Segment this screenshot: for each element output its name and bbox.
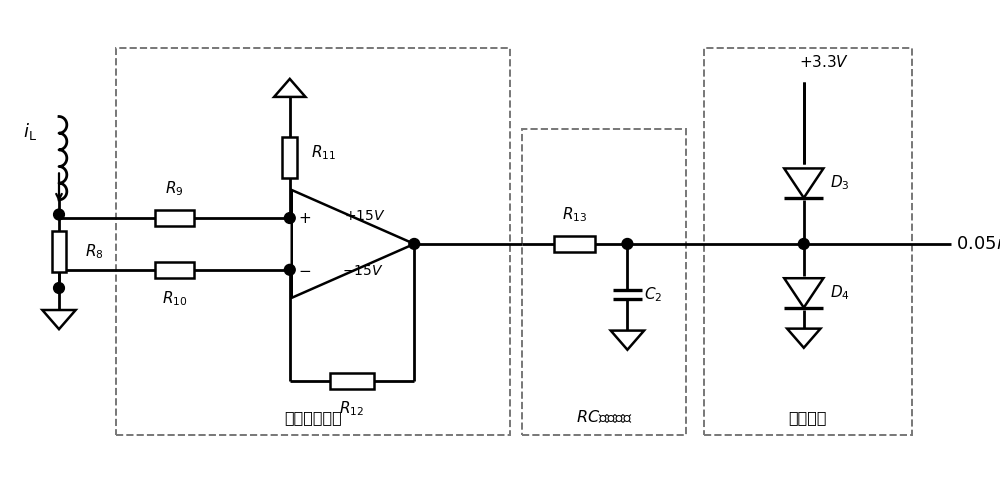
Circle shape — [54, 209, 64, 220]
Text: $RC$滤波电路: $RC$滤波电路 — [576, 409, 632, 425]
Text: $R_9$: $R_9$ — [165, 180, 184, 198]
Text: $0.05i_\mathrm{L}$: $0.05i_\mathrm{L}$ — [956, 233, 1000, 254]
Bar — [282, 137, 297, 178]
Circle shape — [409, 239, 420, 249]
Polygon shape — [292, 190, 414, 298]
Circle shape — [54, 283, 64, 294]
Text: $i_\mathrm{L}$: $i_\mathrm{L}$ — [23, 121, 37, 142]
Bar — [330, 373, 374, 389]
Text: $R_{11}$: $R_{11}$ — [311, 143, 336, 162]
Text: 运算放大电路: 运算放大电路 — [284, 410, 342, 425]
Text: $C_2$: $C_2$ — [644, 285, 662, 304]
Text: $+15V$: $+15V$ — [344, 209, 386, 224]
Text: $R_{10}$: $R_{10}$ — [162, 289, 187, 308]
Polygon shape — [784, 169, 823, 198]
Circle shape — [284, 213, 295, 223]
Bar — [52, 231, 66, 272]
Bar — [155, 210, 194, 226]
Text: $-$: $-$ — [298, 262, 311, 277]
Text: $D_3$: $D_3$ — [830, 174, 850, 193]
Circle shape — [622, 239, 633, 249]
Polygon shape — [784, 278, 823, 308]
Text: $R_8$: $R_8$ — [85, 242, 104, 261]
Text: $+3.3V$: $+3.3V$ — [799, 55, 849, 70]
Polygon shape — [42, 310, 76, 329]
Polygon shape — [787, 329, 820, 348]
Circle shape — [284, 264, 295, 275]
Text: 笱位电路: 笱位电路 — [788, 410, 827, 425]
Bar — [554, 236, 595, 252]
Circle shape — [798, 239, 809, 249]
Text: $+$: $+$ — [298, 211, 311, 226]
Text: $D_4$: $D_4$ — [830, 284, 850, 302]
Text: $R_{12}$: $R_{12}$ — [339, 400, 365, 419]
Polygon shape — [274, 79, 305, 97]
Polygon shape — [611, 331, 644, 350]
Bar — [155, 262, 194, 278]
Text: $-15V$: $-15V$ — [342, 264, 384, 278]
Text: $R_{13}$: $R_{13}$ — [562, 205, 587, 224]
